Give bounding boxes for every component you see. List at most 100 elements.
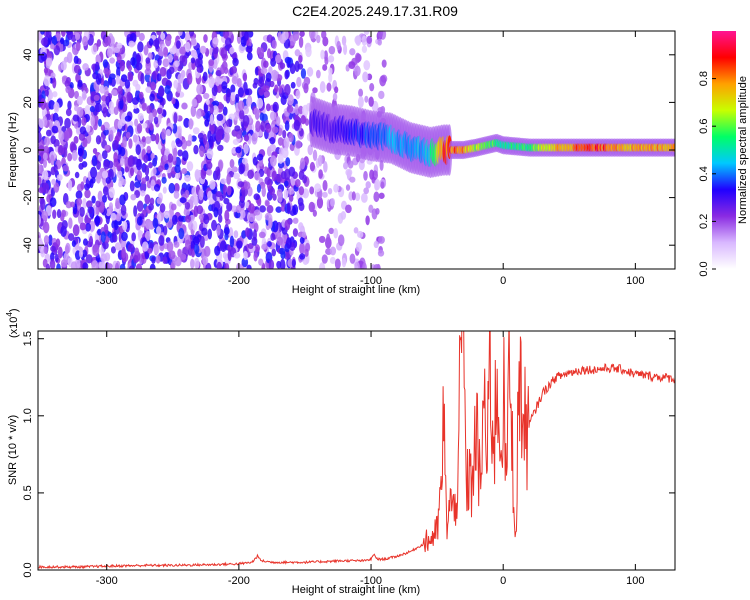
noise-cell [185,215,192,223]
noise-cell [160,32,166,41]
noise-cell [149,263,156,269]
noise-cell [234,125,241,132]
noise-cell [248,203,255,214]
noise-cell [256,97,264,109]
noise-cell [369,169,375,180]
spectrogram-x-ticks: -300 -200 -100 0 100 [96,31,645,287]
noise-cell [110,246,116,254]
noise-cell [280,95,287,106]
noise-cell [319,262,326,269]
noise-cell [379,75,387,87]
noise-cell [137,41,144,53]
noise-cell [114,262,119,269]
noise-cell [148,38,154,46]
noise-cell [226,173,232,185]
noise-cell [215,190,223,198]
noise-cell [196,83,204,95]
snr-scale-prefix: (x10 [8,317,20,338]
noise-cell [201,227,208,236]
noise-cell [136,170,143,181]
noise-cell [254,209,261,216]
colorbar-tick-label: 0.0 [698,261,710,276]
noise-cell [127,243,135,253]
noise-cell [155,133,160,145]
noise-cell [232,57,239,67]
noise-cell [195,109,202,120]
noise-cell [82,35,88,47]
noise-cell [178,227,185,240]
noise-cell [74,90,79,100]
noise-cell [334,86,339,94]
svg-text:(x104): (x104) [5,308,20,338]
noise-cell [169,47,177,55]
noise-cell [349,176,356,183]
noise-cell [259,205,266,213]
noise-cell [353,227,359,234]
noise-cell [162,186,167,194]
noise-cell [212,100,220,107]
noise-cell [295,140,302,149]
noise-cell [224,37,232,48]
noise-cell [308,201,316,213]
noise-cell [116,170,123,179]
noise-cell [191,98,198,108]
noise-cell [216,261,222,269]
noise-cell [43,67,49,74]
noise-cell [171,140,176,149]
colorbar-label: Normalized spectral amplitude [737,76,749,224]
snr-x-ticks: -300 -200 -100 0 100 [96,331,645,587]
noise-cell [75,41,81,52]
noise-cell [137,112,144,121]
noise-cell [108,101,114,110]
noise-cell [224,126,231,134]
noise-cell [243,31,249,42]
noise-cell [333,227,339,239]
noise-cell [357,230,364,239]
noise-cell [256,183,262,194]
noise-cell [185,140,192,147]
snr-series-line [38,331,675,570]
noise-cell [193,195,199,207]
noise-cell [283,189,289,200]
spectrogram-y-ticks: -40 -20 0 20 40 [22,49,675,253]
noise-cell [156,107,163,115]
noise-cell [157,165,164,172]
noise-cell [179,197,187,204]
noise-cell [135,62,143,71]
noise-cell [190,57,196,64]
noise-cell [251,132,258,145]
noise-cell [115,75,120,85]
noise-cell [89,178,94,189]
noise-cell [56,263,61,269]
noise-cell [265,72,272,83]
noise-cell [70,201,75,208]
noise-cell [202,133,208,145]
noise-cell [246,97,252,108]
y-tick-label: 1.0 [22,408,34,423]
noise-cell [263,85,270,92]
noise-cell [190,248,196,258]
noise-cell [341,35,347,46]
noise-cell [363,31,370,36]
noise-cell [279,247,286,255]
noise-cell [76,198,83,206]
noise-cell [102,186,109,196]
noise-cell [333,183,339,193]
noise-cell [191,186,198,198]
noise-cell [298,36,304,48]
noise-cell [354,65,361,77]
noise-cell [41,170,49,181]
noise-cell [261,186,266,198]
spectrogram-y-axis-label: Frequency (Hz) [7,112,19,188]
noise-cell [248,213,256,223]
noise-cell [229,47,235,55]
noise-cell [57,144,65,156]
noise-cell [299,253,306,260]
noise-cell [155,255,161,264]
noise-cell [270,232,276,241]
noise-cell [87,207,93,214]
noise-cell [328,227,335,235]
noise-cell [213,58,218,70]
noise-cell [109,129,114,142]
noise-cell [39,164,44,175]
